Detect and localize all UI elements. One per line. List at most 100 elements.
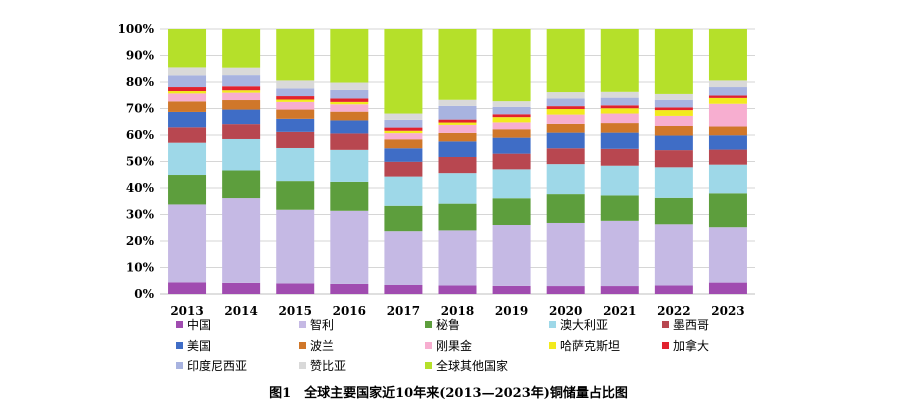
- bar-segment: [492, 169, 531, 199]
- bar-segment: [492, 106, 531, 115]
- bar-segment: [222, 90, 261, 93]
- bar-segment: [330, 101, 369, 105]
- bar-segment: [654, 197, 693, 225]
- bar-segment: [330, 181, 369, 211]
- bar-segment: [168, 91, 207, 94]
- bar-segment: [222, 86, 261, 91]
- bar-segment: [330, 111, 369, 121]
- bar-segment: [600, 97, 639, 106]
- bar-segment: [276, 147, 315, 182]
- bar-segment: [600, 113, 639, 124]
- bar-segment: [438, 119, 477, 123]
- legend-swatch: [176, 362, 183, 369]
- bar-segment: [222, 75, 261, 87]
- bar-segment: [492, 122, 531, 130]
- legend-item: 印度尼西亚: [176, 359, 247, 373]
- bar-segment: [222, 100, 261, 110]
- x-tick-label: 2021: [603, 304, 636, 318]
- bar-segment: [438, 173, 477, 204]
- bar-segment: [276, 118, 315, 132]
- bar-segment: [546, 222, 585, 287]
- bar-segment: [654, 93, 693, 100]
- bar-segment: [384, 29, 423, 114]
- bar-segment: [546, 92, 585, 99]
- bar-segment: [438, 285, 477, 294]
- x-tick-label: 2020: [549, 304, 582, 318]
- bar-segment: [654, 125, 693, 136]
- bar-segment: [546, 164, 585, 195]
- bar-segment: [276, 131, 315, 148]
- bar-segment: [330, 104, 369, 112]
- bar-segment: [546, 286, 585, 294]
- bar-segment: [168, 101, 207, 112]
- bar-segment: [384, 284, 423, 294]
- bar-segment: [276, 109, 315, 119]
- bar-segment: [654, 107, 693, 111]
- bar-segment: [438, 141, 477, 157]
- bar-segment: [708, 80, 747, 88]
- legend-item: 赞比亚: [299, 359, 346, 373]
- bar-segment: [600, 108, 639, 114]
- x-tick-label: 2016: [333, 304, 366, 318]
- bar-segment: [600, 148, 639, 166]
- bar-segment: [438, 122, 477, 125]
- bar-segment: [438, 230, 477, 286]
- x-tick-label: 2015: [279, 304, 312, 318]
- bar-segment: [654, 150, 693, 168]
- bar-segment: [438, 203, 477, 231]
- bar-segment: [330, 149, 369, 182]
- legend-label: 美国: [187, 339, 212, 353]
- legend-item: 刚果金: [425, 339, 472, 353]
- bar-segment: [492, 153, 531, 170]
- x-axis-ticks: 2013 2014 2015 2016 2017 2018 2019 2020 2021 2022…: [170, 304, 744, 318]
- bar-segment: [708, 29, 747, 81]
- legend-label: 中国: [187, 318, 212, 332]
- legend-item: 美国: [176, 339, 211, 353]
- bar-segment: [222, 109, 261, 125]
- bar-segment: [168, 87, 207, 92]
- legend-label: 波兰: [310, 339, 335, 353]
- bar-segment: [330, 133, 369, 150]
- legend-item: 智利: [299, 318, 334, 332]
- bar-segment: [168, 282, 207, 294]
- bar-segment: [708, 135, 747, 150]
- legend-label: 全球其他国家: [436, 359, 509, 373]
- bar-segment: [546, 98, 585, 107]
- bar-segment: [708, 87, 747, 96]
- legend-item: 加拿大: [662, 339, 709, 353]
- bar-segment: [600, 195, 639, 221]
- bar-segment: [222, 124, 261, 139]
- y-tick-label: 50%: [126, 155, 155, 169]
- x-tick-label: 2018: [441, 304, 474, 318]
- bar-segment: [708, 164, 747, 194]
- bar-segment: [492, 117, 531, 123]
- legend-item: 澳大利亚: [549, 318, 608, 332]
- legend-swatch: [549, 342, 556, 349]
- bar-segment: [708, 282, 747, 294]
- bar-segment: [654, 167, 693, 198]
- bar-segment: [708, 149, 747, 165]
- bar-segment: [492, 114, 531, 118]
- bar-segment: [546, 109, 585, 115]
- legend-swatch: [176, 321, 183, 328]
- bar-segment: [438, 156, 477, 174]
- legend-label: 印度尼西亚: [187, 359, 248, 373]
- bar-segment: [654, 224, 693, 286]
- legend-label: 赞比亚: [310, 359, 347, 373]
- legend-label: 哈萨克斯坦: [560, 339, 621, 353]
- bar-segment: [600, 123, 639, 133]
- bar-segment: [276, 209, 315, 284]
- bar-segment: [276, 80, 315, 89]
- bar-segment: [168, 29, 207, 68]
- bar-segment: [384, 119, 423, 128]
- bar-segment: [600, 165, 639, 196]
- bar-segment: [438, 124, 477, 133]
- bar-segment: [708, 126, 747, 136]
- legend-swatch: [425, 342, 432, 349]
- y-tick-label: 0%: [134, 287, 154, 301]
- bar-segment: [330, 89, 369, 99]
- bar-segment: [654, 115, 693, 126]
- bar-segment: [654, 135, 693, 151]
- legend-item: 秘鲁: [425, 318, 460, 332]
- bar-segment: [168, 93, 207, 102]
